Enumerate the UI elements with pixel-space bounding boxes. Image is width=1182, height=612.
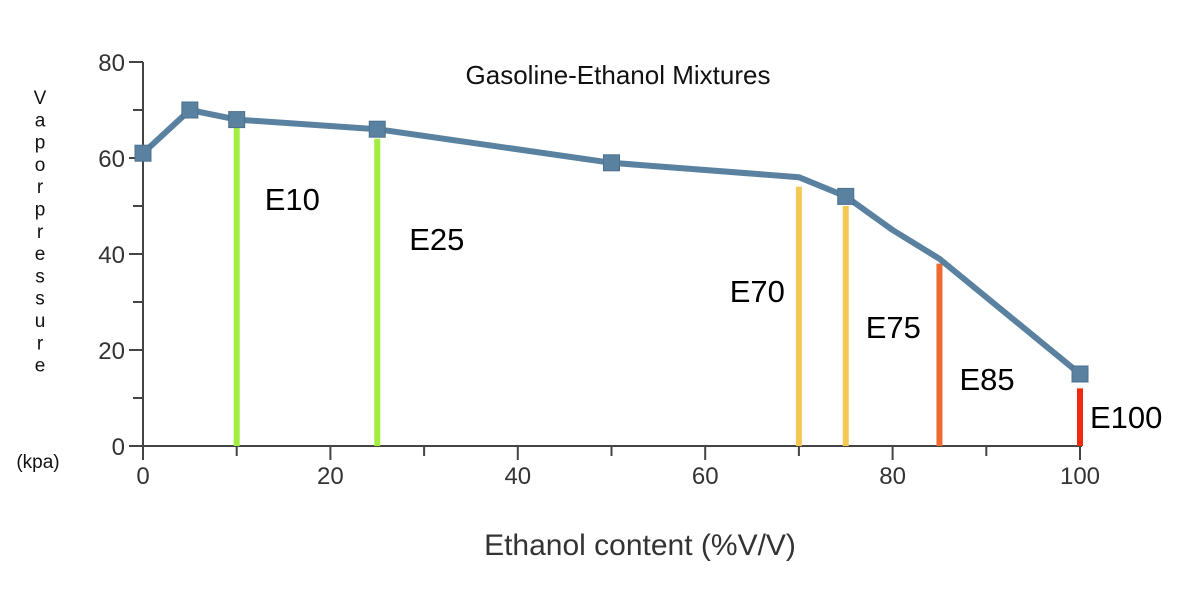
y-tick-label: 40 — [98, 242, 125, 269]
y-axis-label-letter: u — [35, 311, 46, 332]
axes — [129, 61, 1082, 460]
data-point — [368, 120, 386, 138]
blend-label-e70: E70 — [730, 274, 785, 309]
x-tick-label: 20 — [317, 463, 344, 490]
text-labels: 0 20 40 60 80 100020406080VaporpressureE10E25… — [34, 50, 1163, 490]
data-point — [1071, 365, 1089, 383]
y-axis-label-letter: r — [37, 333, 44, 354]
data-point — [228, 111, 246, 129]
y-tick-label: 60 — [98, 146, 125, 173]
x-tick-label: 60 — [692, 463, 719, 490]
y-axis-label-letter: a — [35, 110, 46, 131]
y-axis-label-letter: o — [35, 155, 46, 176]
x-tick-label: 0 — [136, 463, 149, 490]
y-axis-label-letter: r — [37, 222, 44, 243]
x-tick-label: 100 — [1060, 463, 1100, 490]
blend-lines — [233, 124, 1083, 446]
y-axis-label-letter: s — [35, 289, 45, 310]
y-tick-label: 0 — [112, 434, 125, 461]
data-point — [837, 187, 855, 205]
y-axis-label-letter: e — [35, 244, 46, 265]
series-line — [140, 107, 1083, 377]
chart-title: Gasoline-Ethanol Mixtures — [466, 60, 771, 90]
x-tick-label: 80 — [879, 463, 906, 490]
blend-label-e10: E10 — [265, 182, 320, 217]
y-axis-unit: (kpa) — [16, 452, 59, 473]
y-axis-label-letter: p — [35, 200, 46, 221]
data-point — [181, 101, 199, 119]
blend-label-e75: E75 — [866, 310, 921, 345]
y-axis-label-letter: r — [37, 177, 44, 198]
y-tick-label: 80 — [98, 50, 125, 77]
x-tick-label: 40 — [504, 463, 531, 490]
blend-label-e85: E85 — [959, 362, 1014, 397]
y-axis-label-letter: s — [35, 266, 45, 287]
series-group — [134, 101, 1089, 383]
blend-label-e100: E100 — [1090, 400, 1162, 435]
x-axis-label: Ethanol content (%V/V) — [484, 529, 796, 562]
data-point — [603, 154, 620, 172]
blend-label-e25: E25 — [409, 222, 464, 257]
y-axis-label-letter: p — [35, 133, 46, 154]
y-tick-label: 20 — [98, 338, 125, 365]
y-axis-label-letter: V — [34, 88, 47, 109]
data-point — [134, 144, 152, 162]
y-axis-label-letter: e — [35, 356, 46, 377]
